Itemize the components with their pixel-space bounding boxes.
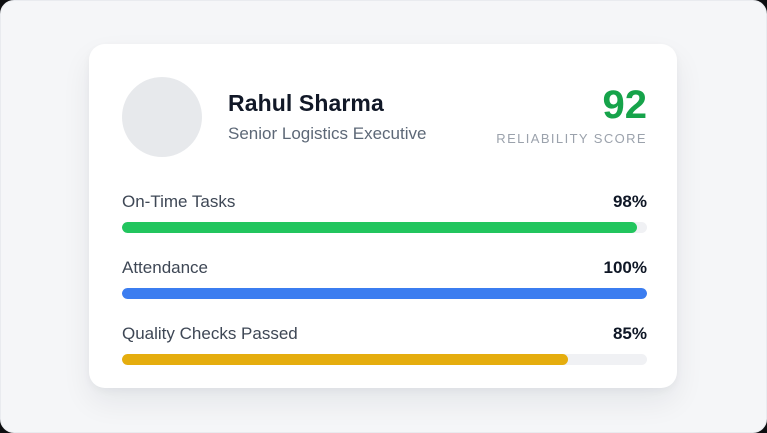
metric-row-on-time-tasks: On-Time Tasks 98% (122, 191, 647, 233)
avatar (122, 77, 202, 157)
metric-value: 100% (603, 258, 647, 277)
progress-fill (122, 354, 569, 365)
progress-track (122, 288, 647, 299)
score-label: RELIABILITY SCORE (496, 130, 647, 146)
metric-row-attendance: Attendance 100% (122, 257, 647, 299)
profile-header: Rahul Sharma Senior Logistics Executive … (122, 77, 647, 157)
metric-value: 98% (612, 192, 647, 211)
progress-track (122, 222, 647, 233)
score-value: 92 (602, 82, 648, 127)
metric-head: Quality Checks Passed 85% (122, 323, 647, 345)
metric-label: Attendance (122, 258, 209, 277)
profile-identity: Rahul Sharma Senior Logistics Executive (228, 90, 496, 144)
metric-label: Quality Checks Passed (122, 324, 298, 343)
progress-track (122, 354, 647, 365)
progress-fill (122, 222, 637, 233)
reliability-score-block: 92 RELIABILITY SCORE (496, 82, 648, 146)
profile-name: Rahul Sharma (228, 90, 384, 116)
metric-value: 85% (612, 324, 647, 343)
metric-label: On-Time Tasks (122, 192, 236, 211)
progress-fill (122, 288, 647, 299)
profile-role: Senior Logistics Executive (228, 124, 427, 143)
metric-head: On-Time Tasks 98% (122, 191, 647, 213)
metric-head: Attendance 100% (122, 257, 647, 279)
metric-row-quality-checks: Quality Checks Passed 85% (122, 323, 647, 365)
reliability-score-card: Rahul Sharma Senior Logistics Executive … (89, 44, 677, 388)
metrics-list: On-Time Tasks 98% Attendance 100% Qu (122, 191, 647, 365)
